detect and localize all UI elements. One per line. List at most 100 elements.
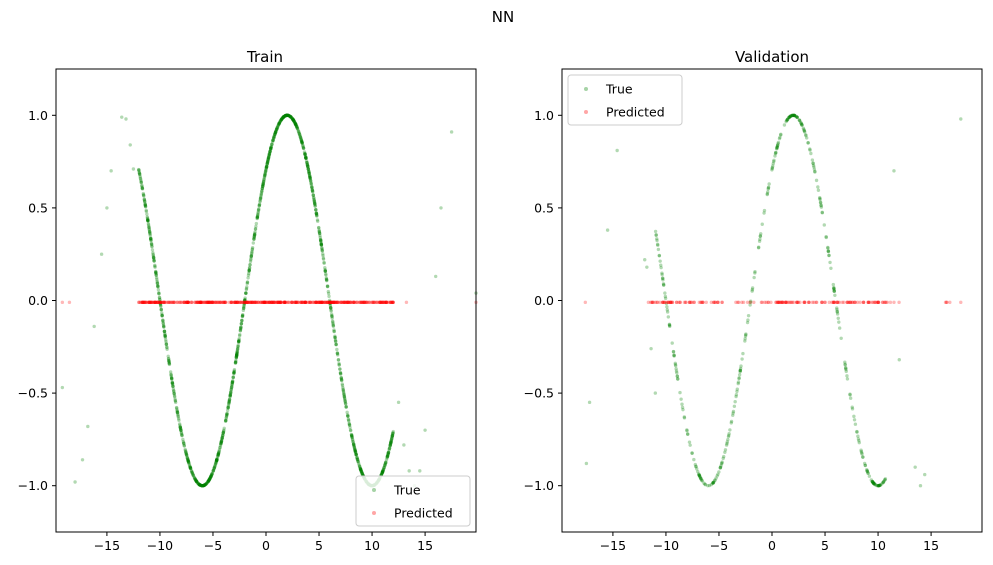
train-predicted-point: [179, 300, 183, 305]
train-true-point: [191, 472, 195, 477]
train-true-point: [249, 255, 253, 259]
train-true-point: [338, 371, 343, 376]
train-true-point: [194, 479, 199, 484]
validation-true-point: [818, 196, 822, 201]
validation-true-point: [782, 123, 787, 127]
validation-true-point: [820, 211, 825, 215]
train-true-point: [236, 340, 241, 345]
train-true-point: [203, 483, 207, 487]
train-true-point: [152, 257, 156, 261]
train-true-point: [262, 177, 266, 181]
validation-true-point: [790, 113, 794, 118]
train-true-point: [261, 183, 265, 187]
train-true-point: [314, 208, 318, 212]
validation-true-point: [699, 477, 703, 482]
train-true-point: [194, 479, 199, 483]
train-predicted-point: [303, 300, 307, 305]
train-predicted-point: [318, 300, 323, 305]
train-true-point: [343, 399, 347, 403]
train-true-point: [197, 482, 201, 487]
validation-true-point: [724, 443, 729, 447]
train-predicted-point: [264, 300, 268, 305]
train-predicted-point: [153, 300, 157, 305]
validation-true-point: [667, 323, 672, 327]
train-predicted-point: [339, 300, 343, 305]
train-predicted-point: [286, 300, 291, 305]
train-predicted-point: [162, 300, 167, 305]
train-true-point: [263, 172, 267, 176]
train-true-point: [252, 233, 257, 237]
train-true-point: [305, 163, 310, 168]
train-true-point: [317, 226, 321, 230]
train-true-point: [146, 218, 150, 222]
train-true-point: [186, 460, 191, 464]
train-true-point: [149, 241, 154, 246]
train-predicted-point: [221, 300, 226, 305]
train-predicted-point: [171, 300, 176, 305]
validation-predicted-point: [835, 300, 839, 305]
train-true-point: [306, 164, 310, 169]
train-predicted-point: [235, 300, 240, 305]
train-true-point: [284, 113, 288, 118]
train-true-point: [205, 481, 209, 485]
train-predicted-point: [199, 300, 203, 305]
train-true-point: [300, 139, 304, 144]
train-predicted-point: [245, 300, 250, 305]
train-true-point: [261, 182, 265, 186]
train-predicted-point: [389, 300, 394, 305]
train-true-point: [156, 284, 160, 289]
train-true-point: [169, 372, 173, 376]
train-true-point: [258, 199, 262, 204]
validation-predicted-point: [711, 300, 716, 305]
train-true-point: [287, 113, 291, 118]
validation-true-point: [848, 392, 852, 396]
train-true-point: [345, 413, 350, 417]
train-true-point: [235, 352, 239, 356]
train-true-point: [255, 215, 260, 220]
validation-predicted-point: [796, 300, 800, 305]
validation-true-point: [653, 229, 658, 234]
train-predicted-point: [207, 300, 212, 305]
train-true-point: [220, 434, 225, 438]
validation-legend-label-predicted: Predicted: [606, 105, 665, 120]
validation-true-point: [818, 201, 823, 205]
train-predicted-point: [250, 300, 255, 305]
train-true-point: [407, 469, 411, 473]
train-predicted-point: [153, 300, 157, 305]
train-true-point: [321, 253, 325, 258]
validation-predicted-point: [766, 300, 770, 305]
train-true-point: [303, 152, 307, 156]
train-predicted-point: [232, 300, 237, 305]
train-true-point: [439, 206, 443, 210]
validation-true-point: [832, 287, 836, 291]
train-true-point: [244, 291, 248, 295]
train-true-point: [289, 115, 294, 120]
train-predicted-point: [301, 300, 305, 305]
train-predicted-point: [236, 300, 240, 305]
validation-true-point: [819, 203, 823, 208]
train-true-point: [220, 436, 224, 441]
validation-true-point: [835, 310, 839, 314]
train-predicted-point: [300, 300, 304, 305]
validation-true-point: [867, 474, 872, 478]
train-predicted-point: [221, 300, 226, 305]
train-true-point: [351, 438, 355, 442]
train-predicted-point: [175, 300, 179, 305]
validation-true-point: [818, 200, 823, 204]
validation-true-point: [845, 377, 850, 381]
train-true-point: [389, 437, 394, 442]
validation-predicted-point: [682, 300, 687, 305]
validation-true-point: [848, 396, 853, 400]
train-true-point: [216, 452, 221, 456]
train-true-point: [209, 473, 214, 477]
train-true-point: [333, 339, 338, 344]
validation-true-point: [667, 323, 672, 328]
train-true-point: [355, 457, 360, 462]
validation-true-point: [792, 113, 796, 118]
train-true-point: [353, 449, 358, 454]
train-true-point: [304, 156, 308, 160]
train-true-point: [319, 242, 323, 246]
train-predicted-point: [211, 300, 215, 305]
validation-true-point: [795, 115, 799, 119]
train-true-point: [388, 443, 392, 448]
